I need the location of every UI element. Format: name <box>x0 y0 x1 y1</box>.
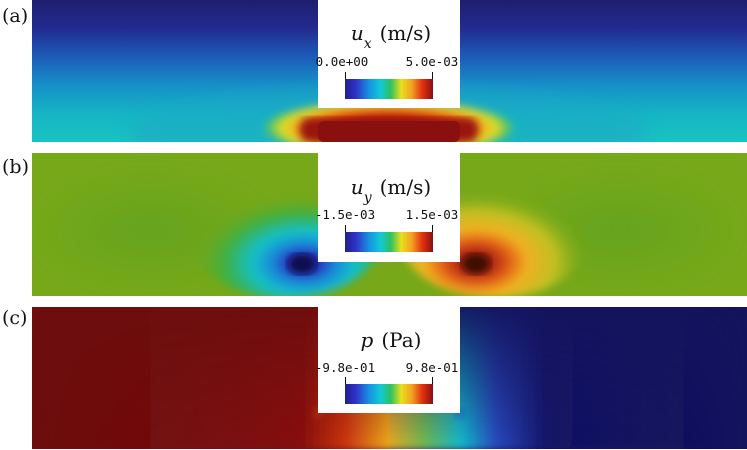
colorbar-max-b: 1.5e-03 <box>406 207 459 222</box>
colorbar-legend-a: ux (m/s) 0.0e+00 5.0e-03 <box>316 21 459 99</box>
panel-c: (c) p (Pa) -9.8e-01 9.8e-01 <box>2 307 747 449</box>
panel-label-a: (a) <box>2 5 28 27</box>
colorbar-b <box>345 232 433 252</box>
colorbar-a <box>345 79 433 99</box>
field-title-a: ux (m/s) <box>351 21 431 52</box>
colorbar-max-a: 5.0e-03 <box>406 54 459 69</box>
colorbar-max-c: 9.8e-01 <box>406 360 459 375</box>
colorbar-min-c: -9.8e-01 <box>315 360 375 375</box>
field-title-b: uy (m/s) <box>351 175 431 206</box>
colorbar-legend-b: uy (m/s) -1.5e-03 1.5e-03 <box>315 175 458 252</box>
panel-b: (b) uy (m/s) -1.5e-03 1.5e-03 <box>2 153 747 296</box>
colorbar-min-a: 0.0e+00 <box>316 54 369 69</box>
field-title-c: p (Pa) <box>361 328 422 352</box>
panel-label-c: (c) <box>2 307 27 329</box>
p-field-plot <box>32 307 747 449</box>
panel-label-b: (b) <box>2 156 29 178</box>
colorbar-legend-c: p (Pa) -9.8e-01 9.8e-01 <box>315 328 458 404</box>
colorbar-min-b: -1.5e-03 <box>315 207 375 222</box>
panel-a: (a) ux (m/s) 0.0e+00 5.0e-03 <box>2 0 747 142</box>
colorbar-c <box>345 384 433 404</box>
